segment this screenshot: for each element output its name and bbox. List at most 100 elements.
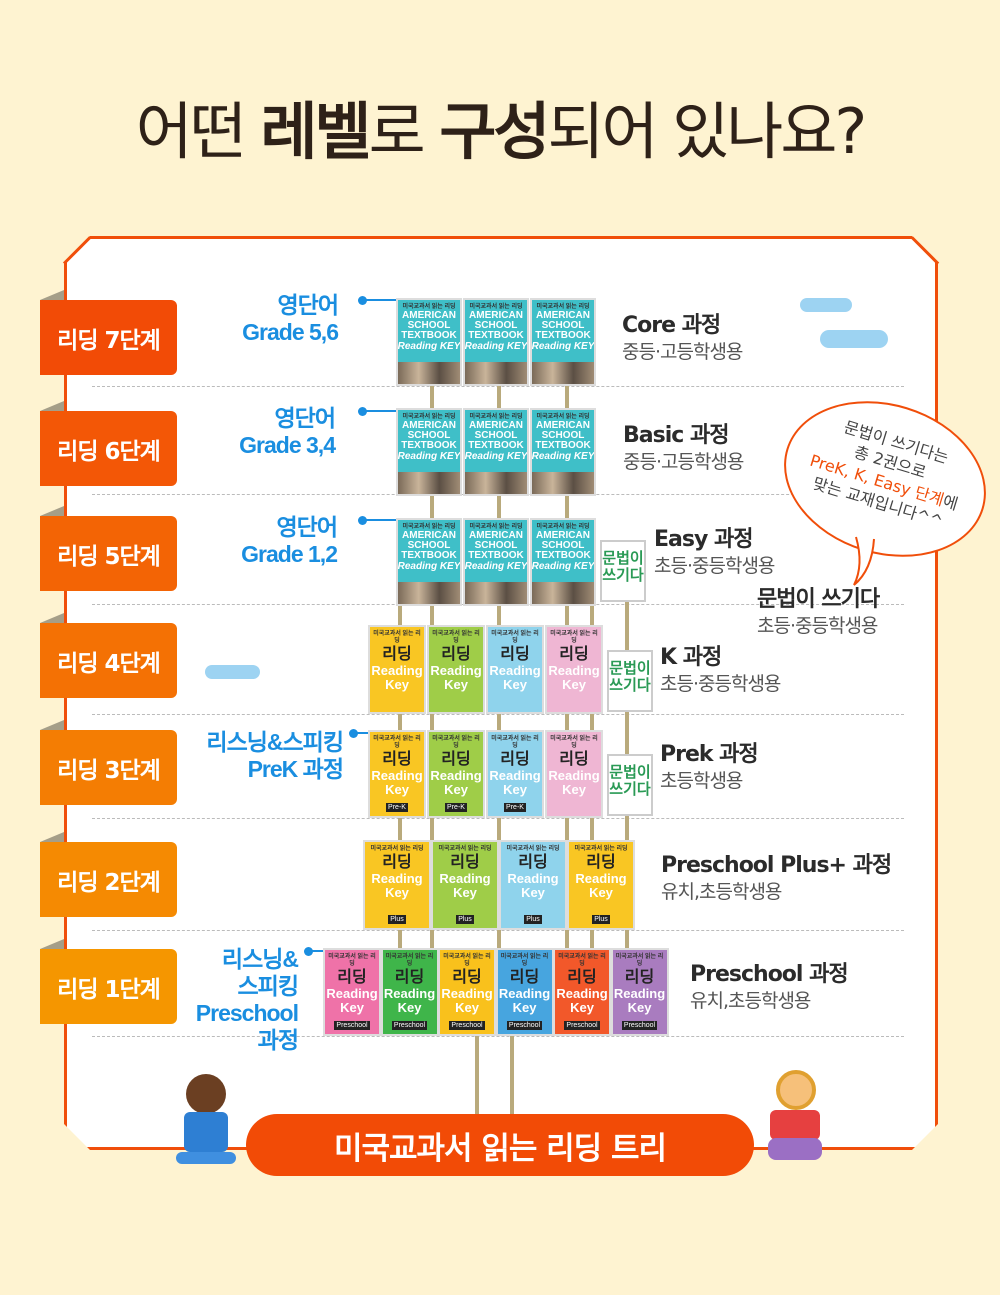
label-grade-5-6: 영단어 Grade 5,6: [242, 292, 339, 345]
cover-title-kr: 리딩: [441, 646, 471, 663]
cover-photo: [398, 362, 460, 384]
grammar-book: 문법이 쓰기다: [607, 650, 653, 712]
book-ast-3: 미국교과서 읽는 리딩 AMERICAN SCHOOL TEXTBOOK Readi…: [530, 518, 596, 606]
cover-title-kr: 리딩: [509, 969, 540, 986]
cover-photo: [532, 472, 594, 494]
book-prek-1: 미국교과서 읽는 리딩 리딩 Reading Key Pre-K: [368, 730, 426, 818]
cover-series: 미국교과서 읽는 리딩: [402, 524, 456, 530]
cover-title: Reading Key: [439, 871, 491, 900]
label-preschool: 리스닝& 스피킹 Preschool 과정: [195, 946, 299, 1053]
cover-series: 미국교과서 읽는 리딩: [402, 304, 456, 310]
cover-series: 미국교과서 읽는 리딩: [506, 846, 560, 852]
course-preschool: Preschool 과정 유치,초등학생용: [690, 962, 849, 1012]
bubble-tail: [853, 536, 875, 586]
cover-photo: [465, 362, 527, 384]
badge-level-5: 리딩 5단계: [40, 506, 177, 591]
book-preschool-3: 미국교과서 읽는 리딩 리딩 Reading Key Preschool: [438, 948, 496, 1036]
course-k: K 과정 초등·중등학생용: [660, 645, 781, 695]
tree-branch: [625, 600, 629, 1036]
cover-series: 미국교과서 읽는 리딩: [615, 954, 664, 967]
cover-series: 미국교과서 읽는 리딩: [536, 304, 590, 310]
reading-tree-banner: 미국교과서 읽는 리딩 트리: [246, 1114, 754, 1176]
badge-level-4: 리딩 4단계: [40, 613, 177, 698]
cover-key: Reading KEY: [531, 451, 595, 462]
cover-title: Reading Key: [371, 663, 423, 692]
cover-series: 미국교과서 읽는 리딩: [536, 524, 590, 530]
cover-title-kr: 리딩: [586, 854, 616, 871]
book-preschool-5: 미국교과서 읽는 리딩 리딩 Reading Key Preschool: [553, 948, 611, 1036]
cover-title-kr: 리딩: [500, 751, 530, 768]
cover-series: 미국교과서 읽는 리딩: [373, 736, 421, 749]
cover-title: Reading Key: [489, 768, 541, 797]
cover-series: 미국교과서 읽는 리딩: [500, 954, 549, 967]
badge-level-6: 리딩 6단계: [40, 401, 177, 486]
cover-title-kr: 리딩: [559, 646, 589, 663]
cover-series: 미국교과서 읽는 리딩: [550, 631, 598, 644]
cover-title: AMERICAN SCHOOL TEXTBOOK: [401, 530, 457, 561]
connector-line: [362, 519, 398, 521]
cover-tag: Plus: [456, 915, 474, 924]
cover-tag: Pre-K: [445, 803, 467, 812]
book-ast-2: 미국교과서 읽는 리딩 AMERICAN SCHOOL TEXTBOOK Readi…: [463, 518, 529, 606]
cover-tag: Plus: [388, 915, 406, 924]
cover-series: 미국교과서 읽는 리딩: [491, 736, 539, 749]
badge-level-2: 리딩 2단계: [40, 832, 177, 917]
book-plus-4: 미국교과서 읽는 리딩 리딩 Reading Key Plus: [567, 840, 635, 930]
cover-tag: Plus: [524, 915, 542, 924]
book-k-3: 미국교과서 읽는 리딩 리딩 Reading Key: [486, 625, 544, 714]
cover-title-kr: 리딩: [452, 969, 482, 986]
cover-title: Reading Key: [430, 663, 482, 692]
cover-title-kr: 리딩: [441, 751, 471, 768]
grammar-book: 문법이 쓰기다: [600, 540, 646, 602]
cloud-icon: [820, 330, 888, 348]
cover-photo: [532, 362, 594, 384]
book-plus-1: 미국교과서 읽는 리딩 리딩 Reading Key Plus: [363, 840, 431, 930]
course-prek: Prek 과정 초등학생용: [660, 742, 759, 792]
cover-photo: [465, 472, 527, 494]
badge-level-7: 리딩 7단계: [40, 290, 177, 375]
book-plus-3: 미국교과서 읽는 리딩 리딩 Reading Key Plus: [499, 840, 567, 930]
cover-title: AMERICAN SCHOOL TEXTBOOK: [468, 420, 524, 451]
cover-tag: Preschool: [621, 1021, 658, 1030]
label-grade-1-2: 영단어 Grade 1,2: [241, 514, 338, 567]
cover-title: Reading Key: [613, 986, 666, 1015]
course-preschool-plus: Preschool Plus+ 과정 유치,초등학생용: [661, 853, 892, 903]
grammar-book: 문법이 쓰기다: [607, 754, 653, 816]
cover-title: Reading Key: [383, 986, 436, 1015]
label-grade-3-4: 영단어 Grade 3,4: [239, 405, 336, 458]
cover-series: 미국교과서 읽는 리딩: [491, 631, 539, 644]
tree-trunk: [510, 1036, 514, 1116]
cover-title-kr: 리딩: [500, 646, 530, 663]
cover-tag: Preschool: [506, 1021, 543, 1030]
course-grammar: 문법이 쓰기다 초등·중등학생용: [757, 587, 880, 637]
cover-series: 미국교과서 읽는 리딩: [438, 846, 492, 852]
course-basic: Basic 과정 중등·고등학생용: [623, 423, 744, 473]
book-ast-2: 미국교과서 읽는 리딩 AMERICAN SCHOOL TEXTBOOK Readi…: [463, 298, 529, 386]
cover-tag: Preschool: [564, 1021, 600, 1030]
connector-line: [362, 410, 398, 412]
book-preschool-1: 미국교과서 읽는 리딩 리딩 Reading Key Preschool: [323, 948, 381, 1036]
label-prek: 리스닝&스피킹 PreK 과정: [206, 729, 344, 782]
cover-tag: Pre-K: [504, 803, 526, 812]
book-ast-3: 미국교과서 읽는 리딩 AMERICAN SCHOOL TEXTBOOK Readi…: [530, 408, 596, 496]
cover-title: Reading Key: [548, 663, 600, 692]
tree-branch: [590, 600, 594, 1036]
cover-title-kr: 리딩: [382, 751, 412, 768]
cover-title: AMERICAN SCHOOL TEXTBOOK: [535, 310, 591, 341]
book-plus-2: 미국교과서 읽는 리딩 리딩 Reading Key Plus: [431, 840, 499, 930]
cover-title-kr: 리딩: [382, 854, 412, 871]
cover-key: Reading KEY: [531, 341, 595, 352]
book-ast-1: 미국교과서 읽는 리딩 AMERICAN SCHOOL TEXTBOOK Readi…: [396, 408, 462, 496]
cover-series: 미국교과서 읽는 리딩: [370, 846, 424, 852]
divider: [92, 1036, 904, 1037]
cover-key: Reading KEY: [464, 451, 528, 462]
cover-title: Reading Key: [326, 986, 378, 1015]
cover-title: AMERICAN SCHOOL TEXTBOOK: [468, 310, 524, 341]
cover-title: AMERICAN SCHOOL TEXTBOOK: [535, 530, 591, 561]
cover-title-kr: 리딩: [518, 854, 548, 871]
book-ast-3: 미국교과서 읽는 리딩 AMERICAN SCHOOL TEXTBOOK Readi…: [530, 298, 596, 386]
page-title: 어떤 레벨로 구성되어 있나요?: [135, 95, 868, 168]
cover-series: 미국교과서 읽는 리딩: [469, 524, 523, 530]
cover-title: AMERICAN SCHOOL TEXTBOOK: [401, 310, 457, 341]
cover-series: 미국교과서 읽는 리딩: [574, 846, 628, 852]
